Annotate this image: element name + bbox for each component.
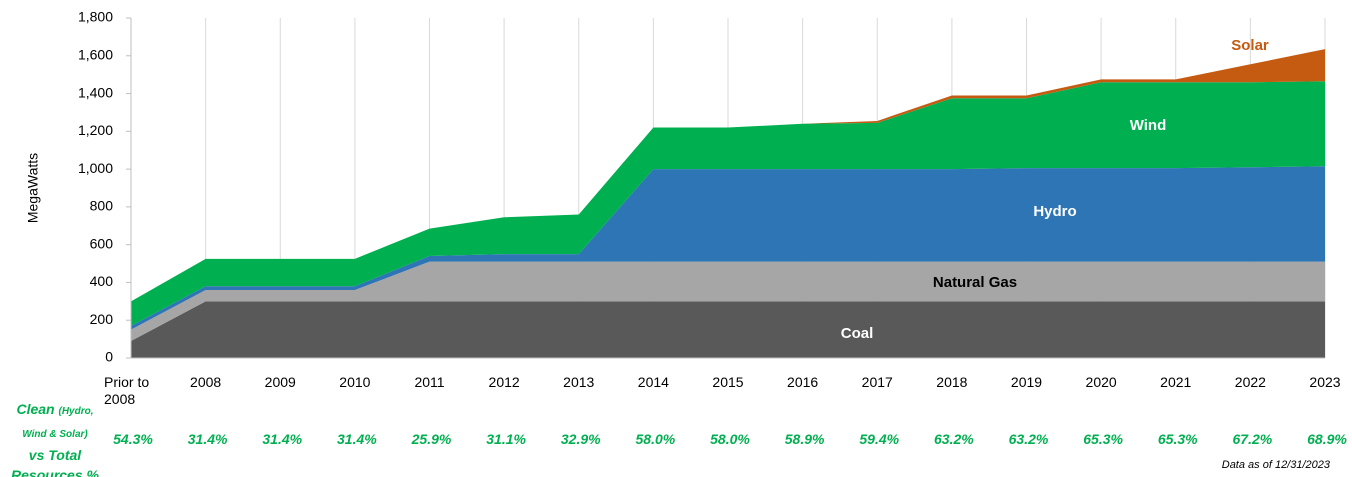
x-tick-label: 2020 bbox=[1085, 374, 1117, 390]
clean-label-part: Wind & Solar) bbox=[22, 429, 88, 440]
series-label: Hydro bbox=[1033, 203, 1076, 220]
area bbox=[131, 301, 1325, 358]
clean-label-part: Clean bbox=[16, 401, 55, 417]
x-tick-label: Prior to 2008 bbox=[104, 374, 150, 407]
clean-label-part: Resources % bbox=[11, 467, 99, 477]
clean-pct: 58.0% bbox=[710, 431, 750, 447]
y-tick-label: 1,800 bbox=[78, 9, 113, 25]
area bbox=[131, 81, 1325, 326]
clean-pct: 31.4% bbox=[262, 431, 303, 447]
y-tick-label: 1,000 bbox=[78, 160, 113, 176]
y-tick-label: 1,200 bbox=[78, 122, 113, 138]
y-tick-label: 800 bbox=[90, 198, 114, 214]
area bbox=[131, 261, 1325, 341]
y-tick-label: 400 bbox=[90, 273, 114, 289]
x-tick-label: 2010 bbox=[339, 374, 371, 390]
y-tick-label: 1,400 bbox=[78, 84, 113, 100]
y-tick-label: 0 bbox=[105, 349, 113, 365]
clean-pct: 68.9% bbox=[1307, 431, 1347, 447]
x-tick-label: 2014 bbox=[637, 374, 669, 390]
clean-pct: 58.9% bbox=[784, 431, 825, 447]
y-tick-label: 1,600 bbox=[78, 46, 113, 62]
x-tick-label: 2015 bbox=[712, 374, 744, 390]
x-tick-label: 2008 bbox=[190, 374, 222, 390]
clean-pct: 25.9% bbox=[411, 431, 452, 447]
clean-pct: 58.0% bbox=[635, 431, 676, 447]
x-tick-label: 2009 bbox=[264, 374, 296, 390]
y-tick-label: 600 bbox=[90, 235, 114, 251]
clean-pct: 31.4% bbox=[337, 431, 377, 447]
x-tick-label: 2019 bbox=[1010, 374, 1043, 390]
series-label: Wind bbox=[1130, 117, 1167, 134]
clean-pct: 32.9% bbox=[560, 431, 601, 447]
x-tick-label: 2017 bbox=[861, 374, 893, 390]
clean-pct: 63.2% bbox=[1008, 431, 1049, 447]
x-tick-label: 2011 bbox=[414, 374, 445, 390]
clean-row-label: Clean (Hydro, Wind & Solar) vs Total Res… bbox=[0, 399, 110, 477]
clean-pct: 31.1% bbox=[486, 431, 526, 447]
series-label: Coal bbox=[841, 325, 874, 342]
y-axis-label: MegaWatts bbox=[25, 153, 41, 223]
x-tick-label: 2022 bbox=[1234, 374, 1266, 390]
x-tick-label: 2016 bbox=[787, 374, 819, 390]
series-label: Solar bbox=[1231, 37, 1269, 54]
series-label: Natural Gas bbox=[933, 274, 1017, 291]
clean-pct: 54.3% bbox=[113, 431, 153, 447]
x-tick-label: 2023 bbox=[1309, 374, 1341, 390]
clean-label-part: vs Total bbox=[28, 447, 82, 463]
clean-pct: 63.2% bbox=[934, 431, 974, 447]
clean-pct: 31.4% bbox=[187, 431, 228, 447]
x-tick-label: 2018 bbox=[936, 374, 968, 390]
clean-label-part: (Hydro, bbox=[58, 406, 94, 417]
clean-pct: 67.2% bbox=[1232, 431, 1273, 447]
clean-pct: 65.3% bbox=[1157, 431, 1198, 447]
x-tick-label: 2013 bbox=[563, 374, 595, 390]
clean-pct: 59.4% bbox=[859, 431, 900, 447]
area bbox=[131, 49, 1325, 302]
clean-pct: 65.3% bbox=[1083, 431, 1123, 447]
area bbox=[131, 166, 1325, 330]
x-tick-label: 2012 bbox=[488, 374, 520, 390]
note: Data as of 12/31/2023 bbox=[1221, 459, 1330, 471]
y-tick-label: 200 bbox=[90, 311, 114, 327]
x-tick-label: 2021 bbox=[1160, 374, 1192, 390]
